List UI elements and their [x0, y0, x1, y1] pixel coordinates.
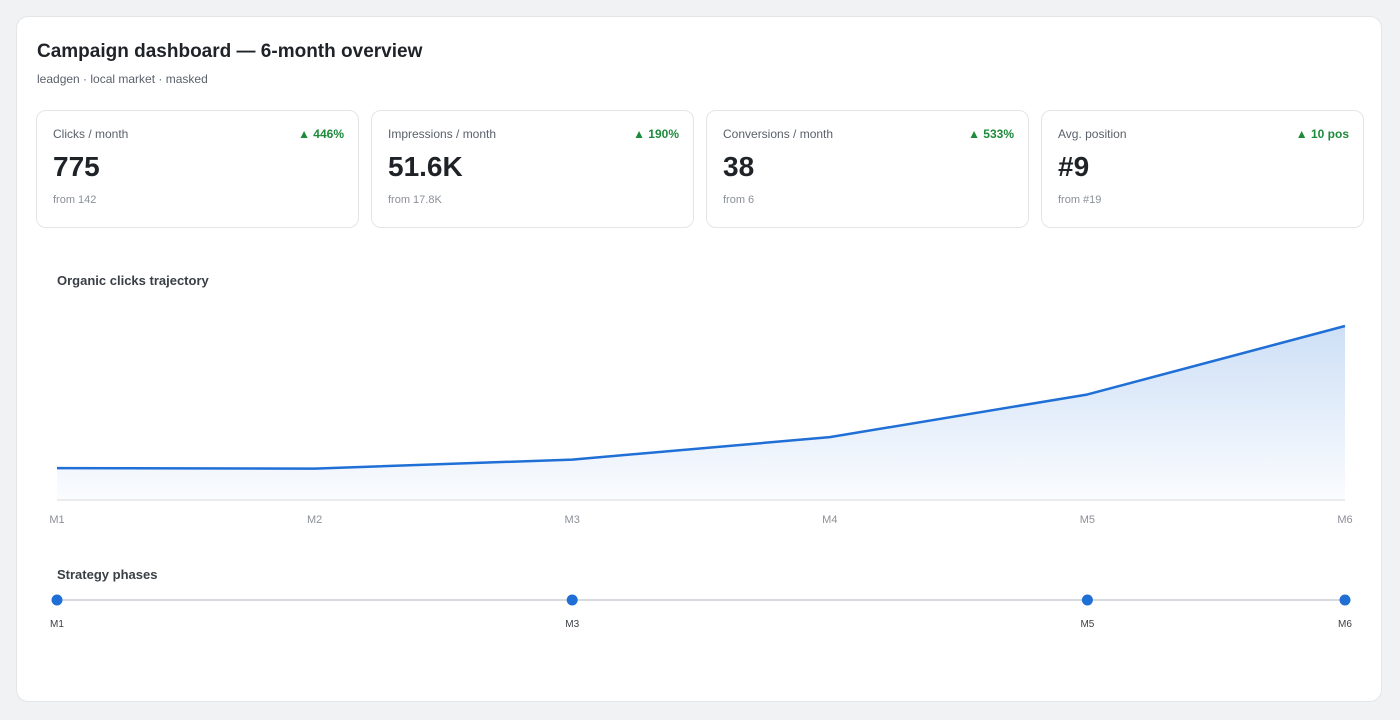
dashboard-card: Campaign dashboard — 6-month overview le…: [16, 16, 1382, 702]
kpi-value: #9: [1058, 151, 1090, 182]
x-tick-label: M4: [822, 514, 837, 526]
kpi-delta: ▲ 446%: [298, 127, 344, 141]
x-tick-label: M5: [1080, 514, 1095, 526]
phase-label: M3: [565, 619, 579, 630]
organic-clicks-chart: M1 M2 M3 M4 M5 M6 M1 M3 M5 M6: [49, 324, 1353, 630]
kpi-label: Impressions / month: [388, 127, 497, 141]
kpi-label: Avg. position: [1058, 127, 1127, 141]
kpi-delta: ▲ 533%: [968, 127, 1014, 141]
phase-marker: [1339, 594, 1351, 606]
phases-title: Strategy phases: [57, 567, 158, 582]
chart-title: Organic clicks trajectory: [57, 273, 209, 288]
kpi-baseline: from #19: [1058, 194, 1102, 206]
kpi-card-avg-position: Avg. position ▲ 10 pos #9 from #19: [1041, 110, 1364, 228]
kpi-baseline: from 17.8K: [388, 194, 442, 206]
kpi-delta: ▲ 190%: [633, 127, 679, 141]
phase-label: M6: [1338, 619, 1352, 630]
x-tick-label: M6: [1337, 514, 1352, 526]
kpi-value: 51.6K: [388, 151, 463, 182]
kpi-card-clicks: Clicks / month ▲ 446% 775 from 142: [36, 110, 359, 228]
kpi-card-conversions: Conversions / month ▲ 533% 38 from 6: [706, 110, 1029, 228]
page-subtitle: leadgen · local market · masked: [37, 72, 208, 86]
phase-label: M5: [1080, 619, 1094, 630]
phase-label: M1: [50, 619, 64, 630]
phase-marker: [51, 594, 63, 606]
kpi-baseline: from 6: [723, 194, 755, 206]
kpi-baseline: from 142: [53, 194, 97, 206]
x-tick-label: M3: [565, 514, 580, 526]
x-tick-label: M1: [49, 514, 64, 526]
kpi-value: 38: [723, 151, 755, 182]
page-title: Campaign dashboard — 6-month overview: [37, 41, 423, 62]
kpi-value: 775: [53, 151, 100, 182]
phase-marker: [566, 594, 578, 606]
phase-marker: [1081, 594, 1093, 606]
series-line: [56, 324, 1346, 470]
kpi-label: Conversions / month: [723, 127, 834, 141]
series-area: [57, 326, 1345, 500]
kpi-delta: ▲ 10 pos: [1295, 127, 1349, 141]
x-tick-label: M2: [307, 514, 322, 526]
kpi-label: Clicks / month: [53, 127, 129, 141]
kpi-card-impressions: Impressions / month ▲ 190% 51.6K from 17…: [371, 110, 694, 228]
